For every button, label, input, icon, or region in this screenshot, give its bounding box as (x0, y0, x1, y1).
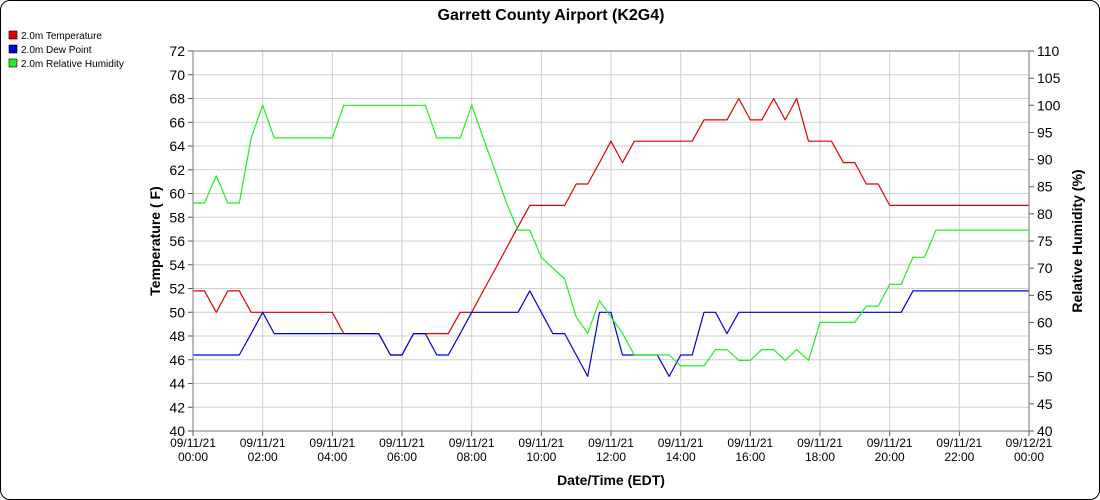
y2-axis-title: Relative Humidity (%) (1069, 169, 1085, 312)
y2-tick-label: 85 (1037, 179, 1053, 195)
x-tick-label-time: 12:00 (596, 450, 626, 464)
y-tick-label: 52 (169, 281, 185, 297)
y-tick-label: 60 (169, 186, 185, 202)
temperature-line (193, 97, 1029, 356)
x-tick-label-date: 09/12/21 (1006, 436, 1053, 450)
series-lines (193, 97, 1029, 377)
x-tick-label-time: 20:00 (875, 450, 905, 464)
y-tick-label: 46 (169, 352, 185, 368)
y-tick-label: 72 (169, 43, 185, 59)
x-tick-label-date: 09/11/21 (449, 436, 495, 450)
y-tick-label: 66 (169, 114, 185, 130)
dew-point-line (193, 290, 1029, 377)
chart-title: Garrett County Airport (K2G4) (438, 7, 665, 24)
y2-tick-label: 80 (1037, 206, 1053, 222)
y-tick-label: 62 (169, 162, 185, 178)
x-tick-label-date: 09/11/21 (170, 436, 216, 450)
x-tick-label-date: 09/11/21 (797, 436, 843, 450)
x-tick-label-time: 16:00 (735, 450, 765, 464)
y-tick-label: 68 (169, 91, 185, 107)
legend-label-dew-point: 2.0m Dew Point (21, 45, 92, 56)
y-tick-label: 50 (169, 304, 185, 320)
y-tick-label: 54 (169, 257, 185, 273)
legend-swatch-dew-point (8, 44, 18, 54)
x-tick-label-time: 22:00 (944, 450, 974, 464)
x-tick-label-time: 08:00 (457, 450, 487, 464)
y2-tick-label: 60 (1037, 314, 1053, 330)
y2-tick-label: 40 (1037, 423, 1053, 439)
y2-axis-ticks: 40 45 50 55 60 65 70 75 80 85 90 95 100 105 110 (1029, 43, 1061, 439)
x-tick-label-date: 09/11/21 (867, 436, 913, 450)
x-tick-label-time: 00:00 (1014, 450, 1044, 464)
x-tick-label-date: 09/11/21 (309, 436, 355, 450)
y2-tick-label: 95 (1037, 124, 1053, 140)
y-tick-label: 64 (169, 138, 185, 154)
relative-humidity-line (193, 104, 1029, 367)
x-tick-label-time: 14:00 (666, 450, 696, 464)
x-tick-label-time: 10:00 (526, 450, 556, 464)
y-tick-label: 70 (169, 67, 185, 83)
y2-tick-label: 50 (1037, 369, 1053, 385)
x-axis-title: Date/Time (EDT) (557, 472, 665, 488)
x-tick-label-date: 09/11/21 (379, 436, 425, 450)
legend-label-relative-humidity: 2.0m Relative Humidity (21, 59, 124, 70)
x-tick-label-time: 18:00 (805, 450, 835, 464)
y-tick-label: 44 (169, 376, 185, 392)
y-tick-label: 58 (169, 209, 185, 225)
x-tick-label-time: 02:00 (248, 450, 278, 464)
x-tick-label-date: 09/11/21 (240, 436, 286, 450)
x-tick-label-date: 09/11/21 (518, 436, 564, 450)
y2-tick-label: 110 (1037, 43, 1060, 59)
x-tick-label-time: 06:00 (387, 450, 417, 464)
legend-swatch-relative-humidity (8, 58, 18, 68)
y2-tick-label: 75 (1037, 233, 1053, 249)
x-tick-label-date: 09/11/21 (658, 436, 704, 450)
x-tick-label-date: 09/11/21 (936, 436, 982, 450)
x-tick-label-time: 04:00 (317, 450, 347, 464)
y-tick-label: 40 (169, 423, 185, 439)
x-tick-label-date: 09/11/21 (588, 436, 634, 450)
legend: 2.0m Temperature 2.0m Dew Point 2.0m Rel… (8, 30, 124, 70)
y2-tick-label: 55 (1037, 342, 1053, 358)
y2-tick-label: 90 (1037, 152, 1053, 168)
y-axis-ticks: 40 42 44 46 48 50 52 54 56 58 60 62 64 66 68 70 72 (169, 43, 193, 439)
legend-label-temperature: 2.0m Temperature (21, 31, 102, 42)
y2-tick-label: 105 (1037, 70, 1061, 86)
y-tick-label: 42 (169, 399, 185, 415)
y2-tick-label: 100 (1037, 97, 1061, 113)
y2-tick-label: 70 (1037, 260, 1053, 276)
x-axis-ticks: 09/11/2100:0009/11/2102:0009/11/2104:000… (170, 431, 1053, 464)
y-tick-label: 56 (169, 233, 185, 249)
y-tick-label: 48 (169, 328, 185, 344)
plot-area-border (192, 50, 1030, 432)
y2-tick-label: 45 (1037, 396, 1053, 412)
x-tick-label-time: 00:00 (178, 450, 208, 464)
x-tick-label-date: 09/11/21 (727, 436, 773, 450)
y-axis-title: Temperature ( F) (147, 186, 163, 295)
y2-tick-label: 65 (1037, 287, 1053, 303)
grid (192, 50, 1030, 432)
legend-swatch-temperature (8, 30, 18, 40)
